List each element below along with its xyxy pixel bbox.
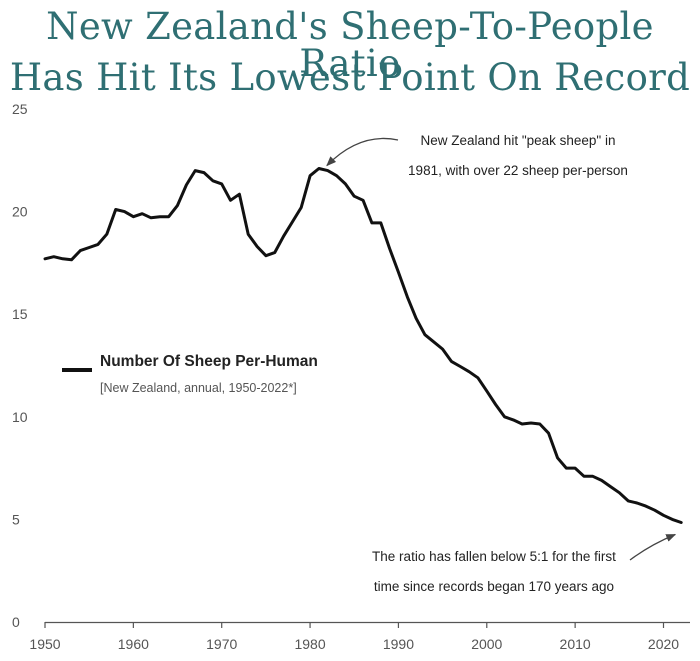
x-tick-label: 1980 [294, 636, 325, 652]
low-annotation-line-1: The ratio has fallen below 5:1 for the f… [372, 549, 616, 564]
x-tick-label: 2020 [648, 636, 679, 652]
y-tick-label: 0 [12, 614, 20, 630]
peak-annotation-line-1: New Zealand hit "peak sheep" in [421, 133, 616, 148]
chart-title-line-2: Has Hit Its Lowest Point On Record [9, 56, 691, 99]
peak-annotation-arrow [326, 137, 399, 167]
low-annotation-arrow [629, 533, 677, 561]
legend-label: Number Of Sheep Per-Human [100, 353, 318, 370]
y-tick-label: 25 [12, 101, 28, 117]
x-tick-label: 2000 [471, 636, 502, 652]
x-tick-label: 1990 [383, 636, 414, 652]
series-line [43, 167, 683, 524]
x-tick-label: 2010 [560, 636, 591, 652]
x-tick-label: 1970 [206, 636, 237, 652]
legend-sublabel: [New Zealand, annual, 1950-2022*] [100, 381, 297, 395]
y-tick-label: 15 [12, 306, 28, 322]
x-tick-label: 1950 [29, 636, 60, 652]
y-tick-label: 20 [12, 204, 28, 220]
low-annotation-line-2: time since records began 170 years ago [374, 579, 614, 594]
peak-annotation-line-2: 1981, with over 22 sheep per-person [408, 163, 628, 178]
y-tick-label: 10 [12, 409, 28, 425]
y-tick-label: 5 [12, 511, 20, 527]
x-tick-label: 1960 [118, 636, 149, 652]
chart-title-line-1: New Zealand's Sheep-To-People Ratio [46, 5, 654, 85]
